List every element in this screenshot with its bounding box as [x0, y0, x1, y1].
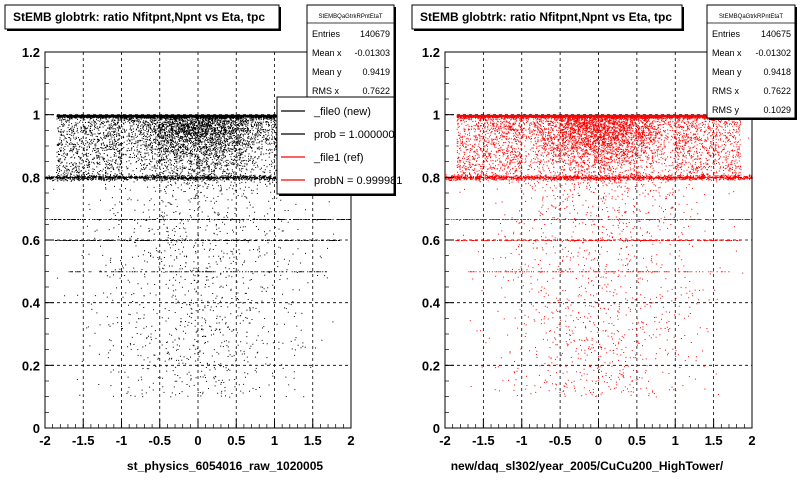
y-tick-label: 0.8 — [422, 170, 440, 185]
x-axis-label: new/daq_sl302/year_2005/CuCu200_HighTowe… — [451, 459, 724, 473]
y-tick-label: 0.4 — [22, 296, 41, 311]
stats-name: StEMBQaGtrkRPntEtaT — [318, 14, 382, 20]
stats-value: -0.01303 — [354, 48, 390, 58]
y-tick-label: 0.8 — [22, 170, 40, 185]
stats-label: Mean x — [712, 48, 742, 58]
stats-value: 0.7622 — [763, 86, 791, 96]
stats-box — [306, 4, 395, 99]
x-tick-label: 0.5 — [628, 433, 646, 448]
stats-label: RMS y — [712, 105, 740, 115]
stats-value: -0.01302 — [755, 48, 791, 58]
stats-value: 0.9418 — [763, 67, 791, 77]
title-box — [4, 4, 280, 30]
legend-box — [276, 96, 395, 195]
stats-value: 140679 — [360, 29, 390, 39]
x-tick-label: -1.5 — [72, 433, 94, 448]
stats-label: Entries — [312, 29, 341, 39]
legend-entry: _file0 (new) — [313, 106, 371, 118]
x-tick-label: -0.5 — [549, 433, 571, 448]
x-tick-label: 1.5 — [304, 433, 322, 448]
y-tick-label: 0.2 — [22, 358, 40, 373]
x-tick-label: -0.5 — [149, 433, 171, 448]
x-tick-label: 0 — [194, 433, 201, 448]
y-tick-label: 1 — [433, 108, 440, 123]
chart-panel-2: -2 -1.5 -1 -0.5 0 0.5 1 1.5 2 0 0.2 0.4 0.6 0.8 1 1.2 ne… — [411, 4, 797, 473]
x-tick-label: 0.5 — [227, 433, 245, 448]
x-tick-label: 0 — [595, 433, 602, 448]
stats-box — [706, 4, 796, 119]
y-tick-label: 1.2 — [422, 45, 440, 60]
title-box — [411, 4, 683, 30]
x-tick-label: 1 — [672, 433, 679, 448]
x-tick-label: 2 — [748, 433, 755, 448]
stats-value: 0.1029 — [763, 105, 791, 115]
x-tick-label: 1 — [271, 433, 278, 448]
chart-title: StEMB globtrk: ratio Nfitpnt,Npnt vs Eta… — [420, 10, 672, 24]
x-axis-label: st_physics_6054016_raw_1020005 — [127, 459, 323, 473]
scatter-points — [45, 114, 352, 398]
stats-label: Mean y — [312, 67, 342, 77]
stats-value: 0.7622 — [362, 86, 390, 96]
stats-label: RMS x — [712, 86, 740, 96]
stats-label: Mean x — [312, 48, 342, 58]
y-tick-label: 0.6 — [22, 233, 40, 248]
x-tick-label: -2 — [39, 433, 51, 448]
stats-value: 0.9419 — [362, 67, 390, 77]
y-tick-label: 0.6 — [422, 233, 440, 248]
x-tick-label: -2 — [439, 433, 451, 448]
y-tick-label: 0.2 — [422, 358, 440, 373]
stats-value: 140675 — [761, 29, 791, 39]
legend-entry: _file1 (ref) — [313, 152, 364, 164]
y-tick-label: 0 — [433, 421, 440, 436]
y-tick-label: 1 — [33, 108, 40, 123]
stats-name: StEMBQaGtrkRPntEtaT — [719, 14, 783, 20]
stats-label: Mean y — [712, 67, 742, 77]
x-tick-label: 1.5 — [705, 433, 723, 448]
x-tick-label: -1.5 — [472, 433, 494, 448]
x-tick-label: 2 — [347, 433, 354, 448]
y-tick-label: 0 — [33, 421, 40, 436]
stats-label: Entries — [712, 29, 741, 39]
legend-entry: probN = 0.999981 — [314, 175, 402, 187]
y-tick-label: 1.2 — [22, 45, 40, 60]
x-tick-label: -1 — [516, 433, 528, 448]
stats-label: RMS x — [312, 86, 340, 96]
chart-title: StEMB globtrk: ratio Nfitpnt,Npnt vs Eta… — [13, 10, 265, 24]
chart-panel-1: -2 -1.5 -1 -0.5 0 0.5 1 1.5 2 0 0.2 0.4 0.6 0.8 1 1.2 st… — [4, 4, 402, 473]
legend-entry: prob = 1.000000 — [314, 129, 394, 141]
y-tick-label: 0.4 — [422, 296, 441, 311]
x-tick-label: -1 — [116, 433, 128, 448]
